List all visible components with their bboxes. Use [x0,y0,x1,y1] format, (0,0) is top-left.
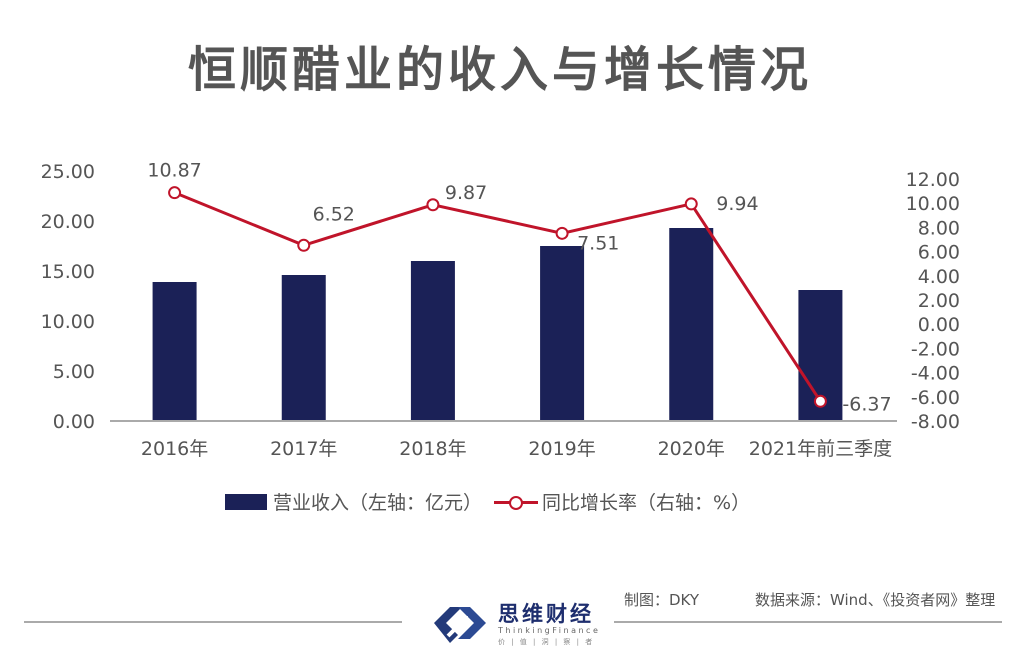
x-tick-label: 2020年 [658,438,725,460]
chart-title: 恒顺醋业的收入与增长情况 [187,42,812,98]
footer-divider-right [614,621,1002,623]
x-tick-label: 2021年前三季度 [749,438,892,460]
bar-2017年 [281,275,326,421]
x-tick-label: 2017年 [270,438,337,460]
logo: 思维财经 ThinkingFinance 价 | 值 | 洞 | 察 | 者 [428,596,618,651]
legend: 营业收入（左轴：亿元） 同比增长率（右轴：%） [225,488,750,515]
bar-2019年 [540,246,585,421]
bar-2020年 [669,228,714,421]
growth-data-label: 9.87 [445,182,487,204]
right-axis-tick: -8.00 [911,411,960,433]
right-axis-tick: -6.00 [911,387,960,409]
left-axis-tick: 15.00 [41,261,95,283]
growth-point [555,226,569,240]
growth-point [168,186,182,200]
right-axis-tick: 0.00 [918,314,960,336]
right-axis-tick: 4.00 [918,266,960,288]
bar-2016年 [152,282,197,421]
x-tick-label: 2018年 [399,438,466,460]
left-axis-tick: 25.00 [41,161,95,183]
growth-data-label: 7.51 [577,232,619,254]
legend-line-label: 同比增长率（右轴：%） [542,492,751,514]
legend-line-swatch [494,494,539,510]
logo-icon [434,607,486,643]
growth-data-label: 9.94 [716,193,758,215]
right-axis-tick: -4.00 [911,363,960,385]
footer-divider-left [24,621,402,623]
author-credit: 制图：DKY [624,591,700,609]
chart-canvas: 0.00 5.00 10.00 15.00 20.00 25.00 -8.00-6.00-4… [41,160,960,460]
right-axis-tick: 10.00 [906,193,960,215]
legend-bar-swatch [225,493,267,510]
left-axis-tick: 5.00 [53,361,95,383]
growth-line [174,191,822,403]
bar-2018年 [410,261,455,421]
right-axis-tick: 12.00 [906,169,960,191]
growth-point [426,198,440,212]
growth-point [297,238,311,252]
x-tick-label: 2016年 [141,438,208,460]
left-axis-tick: 0.00 [53,411,95,433]
logo-english: ThinkingFinance [498,626,601,635]
left-axis-tick: 10.00 [41,311,95,333]
growth-point [813,394,827,408]
legend-bar-label: 营业收入（左轴：亿元） [273,492,483,514]
growth-point [684,197,698,211]
growth-data-label: 6.52 [313,203,355,225]
right-axis-tick: 6.00 [918,242,960,264]
growth-data-label: -6.37 [842,393,891,415]
logo-name: 思维财经 [498,602,594,626]
growth-data-label: 10.87 [147,160,201,182]
logo-tagline: 价 | 值 | 洞 | 察 | 者 [498,638,595,646]
right-axis-tick: -2.00 [911,338,960,360]
left-axis-tick: 20.00 [41,211,95,233]
x-tick-label: 2019年 [528,438,595,460]
right-axis-tick: 8.00 [918,217,960,239]
data-source: 数据来源：Wind、《投资者网》整理 [755,591,996,609]
right-axis-tick: 2.00 [918,290,960,312]
